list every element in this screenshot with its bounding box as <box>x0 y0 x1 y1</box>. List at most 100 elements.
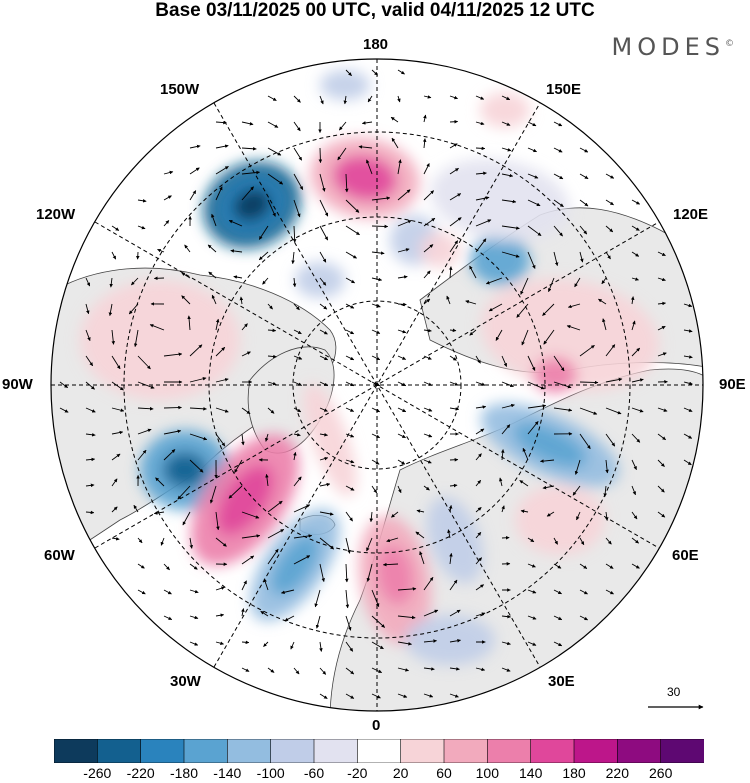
wind-vector <box>422 138 427 149</box>
wind-vector <box>228 485 243 499</box>
wind-vector <box>501 173 514 178</box>
wind-vector <box>657 433 666 441</box>
wind-vector <box>366 159 373 175</box>
wind-vector <box>371 329 381 334</box>
wind-vector <box>111 506 118 513</box>
wind-vector <box>267 121 279 128</box>
wind-vector <box>267 407 275 414</box>
wind-vector <box>163 429 182 435</box>
wind-vector <box>631 199 641 205</box>
wind-vector <box>111 478 118 487</box>
wind-vector <box>475 507 482 513</box>
wind-vector <box>345 459 355 464</box>
wind-vector <box>579 173 589 180</box>
wind-vector <box>267 500 283 513</box>
wind-vector <box>501 95 511 101</box>
wind-vector <box>111 430 124 435</box>
anomaly-region <box>405 615 495 665</box>
wind-vector <box>85 381 95 390</box>
colorbar-tick-label: 140 <box>519 765 543 781</box>
wind-vector <box>233 275 243 279</box>
map-border <box>50 58 704 712</box>
wind-vector <box>415 531 425 539</box>
wind-vector <box>567 303 581 309</box>
colorbar-cell <box>140 739 185 763</box>
wind-vector <box>475 146 486 151</box>
wind-vector <box>501 641 511 646</box>
wind-vector <box>345 615 352 631</box>
wind-vector <box>527 121 537 127</box>
chart-title: Base 03/11/2025 00 UTC, valid 04/11/2025… <box>155 0 595 21</box>
wind-vector <box>579 199 589 207</box>
wind-vector <box>397 189 411 201</box>
wind-vector <box>345 251 357 259</box>
wind-vector <box>397 275 408 279</box>
wind-vector <box>137 563 145 569</box>
wind-vector <box>343 95 348 105</box>
lon-label-150w: 150W <box>160 81 200 98</box>
wind-vector <box>657 352 667 357</box>
wind-vector <box>85 483 95 488</box>
wind-vector <box>111 453 121 461</box>
wind-vector <box>137 406 154 411</box>
wind-vector <box>579 147 589 153</box>
wind-vector <box>369 511 374 523</box>
wind-vector <box>241 580 247 591</box>
wind-vector <box>449 579 458 591</box>
wind-vector <box>495 329 503 341</box>
wind-vector <box>149 324 165 331</box>
wind-vector <box>163 449 176 461</box>
wind-vector <box>85 355 94 367</box>
wind-vector <box>177 485 191 500</box>
wind-vector <box>501 355 508 367</box>
anomaly-region <box>430 158 570 242</box>
wind-vector <box>605 344 616 357</box>
wind-vector <box>475 196 490 201</box>
colorbar-cell <box>660 739 704 763</box>
wind-vector <box>631 320 636 331</box>
wind-vector <box>371 459 380 465</box>
wind-vector <box>449 95 458 100</box>
wind-vector <box>631 378 644 383</box>
wind-vector <box>423 577 434 591</box>
wind-vector <box>527 355 536 371</box>
anomaly-region <box>163 452 207 488</box>
wind-vector <box>319 251 327 263</box>
colorbar-cell <box>443 739 489 763</box>
wind-vector <box>163 589 172 595</box>
wind-vector <box>469 265 477 279</box>
wind-vector <box>241 640 250 645</box>
wind-vector <box>605 173 615 179</box>
wind-vector <box>657 511 666 518</box>
wind-vector <box>189 641 199 646</box>
anomaly-shading <box>80 70 660 665</box>
wind-vector <box>293 303 300 311</box>
wind-vector <box>553 251 559 267</box>
wind-vector <box>475 171 487 176</box>
wind-vector <box>345 355 355 361</box>
wind-vector <box>371 355 381 361</box>
wind-vector <box>319 511 334 516</box>
wind-vector <box>211 213 217 227</box>
wind-vector <box>345 303 355 309</box>
wind-vector <box>263 641 269 647</box>
wind-vector <box>366 563 373 582</box>
wind-vector <box>189 167 200 175</box>
wind-vector <box>371 224 389 229</box>
wind-vector <box>553 355 565 372</box>
wind-vector <box>85 303 90 315</box>
wind-vector <box>475 405 487 409</box>
wind-vector <box>345 225 360 236</box>
wind-vector <box>262 277 269 285</box>
wind-vector <box>215 407 229 413</box>
lon-label-120e: 120E <box>673 206 709 223</box>
wind-vector <box>319 303 328 310</box>
wind-vector <box>397 220 412 227</box>
wind-vector <box>267 303 273 310</box>
wind-vector <box>241 121 254 126</box>
wind-vector <box>137 449 147 461</box>
wind-vector <box>631 225 640 231</box>
wind-vector <box>423 639 437 643</box>
anomaly-region <box>515 485 605 555</box>
wind-vector <box>258 251 269 261</box>
